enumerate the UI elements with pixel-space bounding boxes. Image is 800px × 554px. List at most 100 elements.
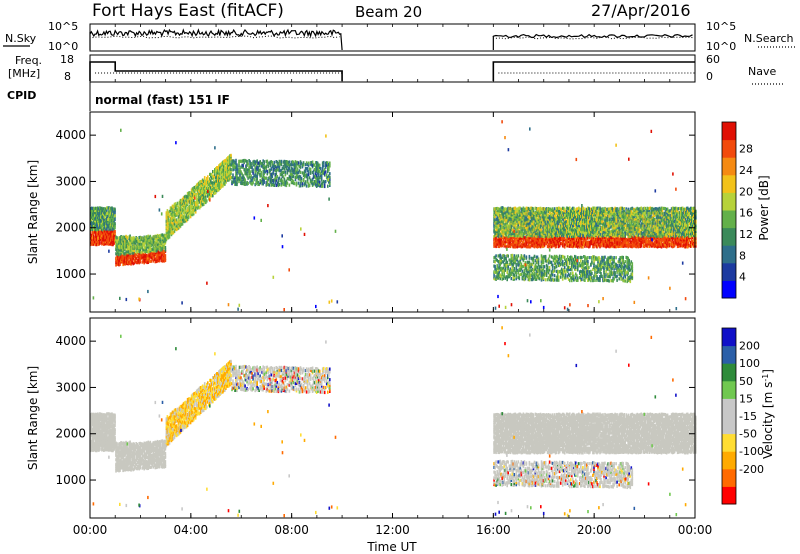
- scatter-cell: [121, 256, 123, 260]
- scatter-cell: [164, 234, 167, 238]
- scatter-cell: [307, 173, 310, 177]
- scatter-cell: [143, 254, 145, 258]
- scatter-cell: [135, 244, 137, 248]
- scatter-cell: [102, 236, 104, 240]
- scatter-cell: [92, 237, 94, 241]
- scatter-cell: [186, 217, 189, 222]
- scatter-cell: [101, 209, 103, 213]
- scatter-cell: [271, 160, 274, 165]
- scatter-cell: [203, 181, 206, 185]
- station-title: Fort Hays East (fitACF): [92, 1, 284, 21]
- nsky-label: N.Sky: [5, 32, 37, 45]
- scatter-cell: [196, 184, 199, 188]
- scatter-cell: [167, 213, 170, 217]
- scatter-cell: [146, 240, 149, 244]
- scatter-cell: [95, 238, 97, 242]
- scatter-cell: [168, 230, 171, 234]
- scatter-cell: [123, 258, 125, 262]
- scatter-cell: [192, 212, 195, 216]
- scatter-cell: [169, 217, 172, 221]
- scatter-cell: [224, 167, 226, 171]
- scatter-cell: [135, 238, 137, 243]
- scatter-cell: [171, 230, 174, 234]
- scatter-cell: [295, 181, 298, 185]
- scatter-cell: [128, 253, 130, 257]
- scatter-cell: [170, 212, 173, 216]
- scatter-cell: [221, 161, 223, 165]
- scatter-cell: [91, 236, 93, 240]
- scatter-cell: [141, 246, 143, 250]
- scatter-cell: [213, 186, 215, 190]
- scatter-cell: [218, 179, 220, 183]
- scatter-cell: [151, 243, 154, 247]
- scatter-cell: [189, 200, 192, 204]
- scatter-cell: [142, 239, 144, 243]
- scatter-cell: [225, 170, 227, 174]
- scatter-cell: [175, 211, 178, 215]
- scatter-cell: [149, 259, 152, 263]
- scatter-cell: [192, 193, 195, 197]
- scatter-cell: [146, 244, 149, 248]
- scatter-cell: [205, 196, 207, 200]
- scatter-cell: [100, 223, 102, 227]
- scatter-cell: [193, 189, 196, 193]
- scatter-cell: [191, 204, 194, 209]
- scatter-cell: [98, 223, 100, 227]
- scatter-cell: [216, 166, 218, 170]
- scatter-cell: [105, 210, 107, 214]
- scatter-cell: [307, 170, 310, 174]
- scatter-cell: [177, 205, 180, 209]
- scatter-cell: [227, 160, 229, 164]
- scatter-cell: [217, 182, 219, 186]
- scatter-cell: [145, 253, 148, 258]
- scatter-cell: [116, 248, 118, 252]
- power-heatmap: [90, 120, 697, 312]
- scatter-cell: [194, 187, 197, 191]
- scatter-cell: [307, 161, 310, 165]
- scatter-cell: [198, 198, 201, 202]
- scatter-cell: [199, 200, 202, 204]
- scatter-cell: [96, 209, 98, 213]
- scatter-cell: [190, 206, 193, 210]
- scatter-cell: [323, 184, 326, 189]
- scatter-cell: [201, 203, 204, 207]
- scatter-cell: [115, 263, 117, 267]
- scatter-cell: [242, 163, 244, 167]
- scatter-cell: [327, 184, 329, 188]
- scatter-cell: [127, 241, 129, 245]
- scatter-cell: [182, 219, 185, 223]
- scatter-cell: [125, 239, 127, 244]
- scatter-cell: [252, 181, 254, 185]
- scatter-cell: [171, 207, 174, 211]
- scatter-cell: [149, 240, 152, 244]
- scatter-cell: [97, 213, 99, 217]
- scatter-cell: [152, 235, 155, 239]
- scatter-cell: [143, 250, 145, 254]
- scatter-cell: [126, 255, 128, 260]
- scatter-cell: [130, 236, 132, 240]
- scatter-cell: [142, 248, 144, 252]
- scatter-cell: [111, 221, 113, 225]
- scatter-cell: [201, 178, 204, 182]
- scatter-cell: [114, 233, 116, 237]
- scatter-cell: [212, 175, 214, 179]
- scatter-cell: [159, 242, 162, 246]
- scatter-cell: [107, 242, 109, 246]
- scatter-cell: [181, 222, 184, 226]
- scatter-cell: [104, 209, 106, 213]
- scatter-cell: [170, 231, 173, 235]
- scatter-cell: [141, 260, 143, 264]
- scatter-cell: [148, 241, 151, 245]
- scatter-cell: [247, 162, 249, 166]
- scatter-cell: [205, 198, 207, 202]
- scatter-cell: [172, 208, 175, 212]
- scatter-cell: [180, 213, 183, 217]
- scatter-cell: [110, 208, 112, 212]
- scatter-cell: [321, 184, 324, 188]
- scatter-cell: [150, 241, 153, 245]
- scatter-cell: [169, 206, 172, 210]
- scatter-cell: [116, 242, 118, 246]
- scatter-cell: [105, 230, 107, 234]
- scatter-cell: [103, 211, 105, 215]
- scatter-cell: [216, 179, 218, 183]
